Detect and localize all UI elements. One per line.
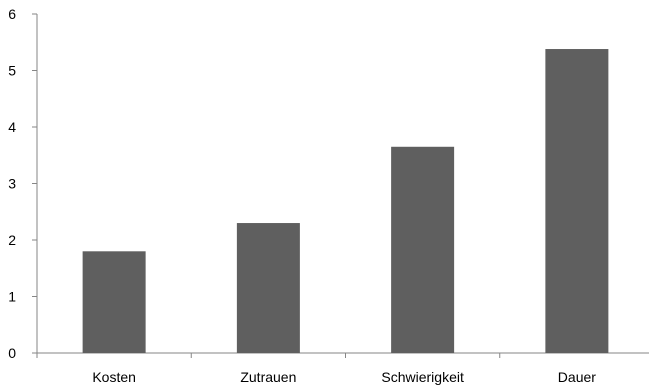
y-tick-label: 5 [8, 63, 16, 79]
x-axis: Kosten Zutrauen Schwierigkeit Dauer [36, 352, 649, 385]
bar-zutrauen [236, 223, 300, 353]
bars [82, 49, 609, 353]
y-tick-label: 0 [8, 345, 16, 361]
x-category-label: Dauer [558, 369, 596, 385]
y-tick-label: 3 [8, 176, 16, 192]
y-tick-label: 4 [8, 119, 16, 135]
y-tick-label: 6 [8, 6, 16, 22]
bar-dauer [545, 49, 609, 353]
y-axis: 0 1 2 3 4 5 6 [8, 6, 38, 361]
bar-schwierigkeit [391, 146, 455, 353]
x-category-label: Kosten [92, 369, 136, 385]
x-category-label: Zutrauen [240, 369, 296, 385]
y-tick-label: 2 [8, 232, 16, 248]
bar-kosten [82, 251, 146, 353]
y-tick-label: 1 [8, 289, 16, 305]
x-category-label: Schwierigkeit [381, 369, 464, 385]
